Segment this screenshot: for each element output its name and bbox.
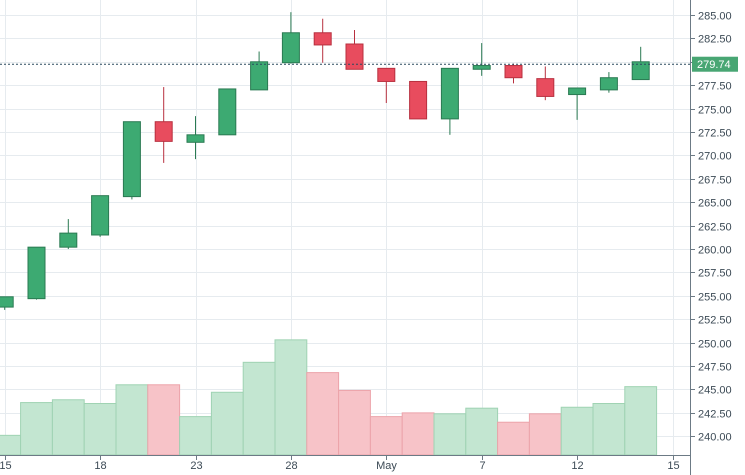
x-axis-ticks: 15 18 23 28 May 7 12 15 xyxy=(0,455,680,472)
y-tick-label: 242.50 xyxy=(698,409,732,421)
x-tick-label: 15 xyxy=(0,460,12,472)
volume-bar xyxy=(465,407,499,456)
volume-bar xyxy=(147,384,181,456)
y-tick-label: 252.50 xyxy=(698,315,732,327)
volume-bar xyxy=(179,416,212,456)
candle-body xyxy=(599,77,618,91)
candle-body xyxy=(631,61,650,81)
candle-body xyxy=(218,88,237,136)
volume-bar xyxy=(83,403,117,456)
y-tick-label: 260.00 xyxy=(698,245,732,257)
last-price-label: 279.74 xyxy=(697,59,731,71)
volume-bar xyxy=(592,403,626,456)
y-tick-label: 262.50 xyxy=(698,222,732,234)
candle-body xyxy=(536,78,555,97)
volume-bar xyxy=(115,384,149,456)
y-tick-label: 250.00 xyxy=(698,339,732,351)
y-tick-label: 270.00 xyxy=(698,151,732,163)
candle-body xyxy=(186,134,205,143)
volume-bar xyxy=(497,421,530,456)
candle-body xyxy=(313,32,332,46)
candle-body xyxy=(281,32,300,64)
volume-bar xyxy=(433,413,467,456)
y-tick-label: 265.00 xyxy=(698,198,732,210)
x-tick-label: 28 xyxy=(285,460,297,472)
volume-bar xyxy=(0,434,22,456)
volume-bar xyxy=(242,361,276,456)
candle-body xyxy=(250,61,269,91)
volume-bar xyxy=(624,386,658,456)
y-tick-label: 277.50 xyxy=(698,81,732,93)
candle-body xyxy=(377,67,396,82)
y-tick-label: 282.50 xyxy=(698,34,732,46)
candle-body xyxy=(504,65,523,79)
x-tick-label: 7 xyxy=(479,460,485,472)
candle-body xyxy=(154,121,173,142)
y-tick-label: 267.50 xyxy=(698,175,732,187)
y-tick-label: 240.00 xyxy=(698,432,732,444)
candle-body xyxy=(472,65,491,70)
last-price-badge: 279.74 xyxy=(692,56,738,72)
candle-body xyxy=(345,43,364,70)
volume-bar xyxy=(274,339,308,456)
x-tick-label: 15 xyxy=(667,460,679,472)
y-tick-label: 247.50 xyxy=(698,362,732,374)
x-tick-label: May xyxy=(376,460,397,472)
x-tick-label: 23 xyxy=(190,460,202,472)
y-tick-label: 285.00 xyxy=(698,11,732,23)
y-tick-label: 275.00 xyxy=(698,105,732,117)
candles xyxy=(0,12,650,310)
candle-body xyxy=(59,232,78,248)
volume-bar xyxy=(401,412,435,456)
volume-bar xyxy=(51,399,85,456)
candle-body xyxy=(440,67,459,120)
candle-body xyxy=(91,195,110,236)
y-axis-ticks: 240.00 242.50 245.00 247.50 250.00 252.50 255.… xyxy=(690,11,732,444)
x-tick-label: 18 xyxy=(94,460,106,472)
volume-bar xyxy=(210,391,244,456)
y-tick-label: 257.50 xyxy=(698,268,732,280)
volume-bar xyxy=(306,372,340,456)
volume-bar xyxy=(20,402,53,456)
volume-bar xyxy=(560,406,594,456)
candle-body xyxy=(568,87,587,96)
volume-bar xyxy=(369,416,403,456)
candle-body xyxy=(409,80,428,120)
y-tick-label: 255.00 xyxy=(698,292,732,304)
candle-body xyxy=(122,121,141,198)
last-price-badge-box xyxy=(692,56,738,72)
y-tick-label: 272.50 xyxy=(698,128,732,140)
candle-body xyxy=(0,296,14,308)
candle-body xyxy=(27,246,46,300)
volume-bar xyxy=(338,389,371,456)
x-tick-label: 12 xyxy=(571,460,583,472)
y-tick-label: 245.00 xyxy=(698,385,732,397)
volume-bar xyxy=(528,413,562,456)
